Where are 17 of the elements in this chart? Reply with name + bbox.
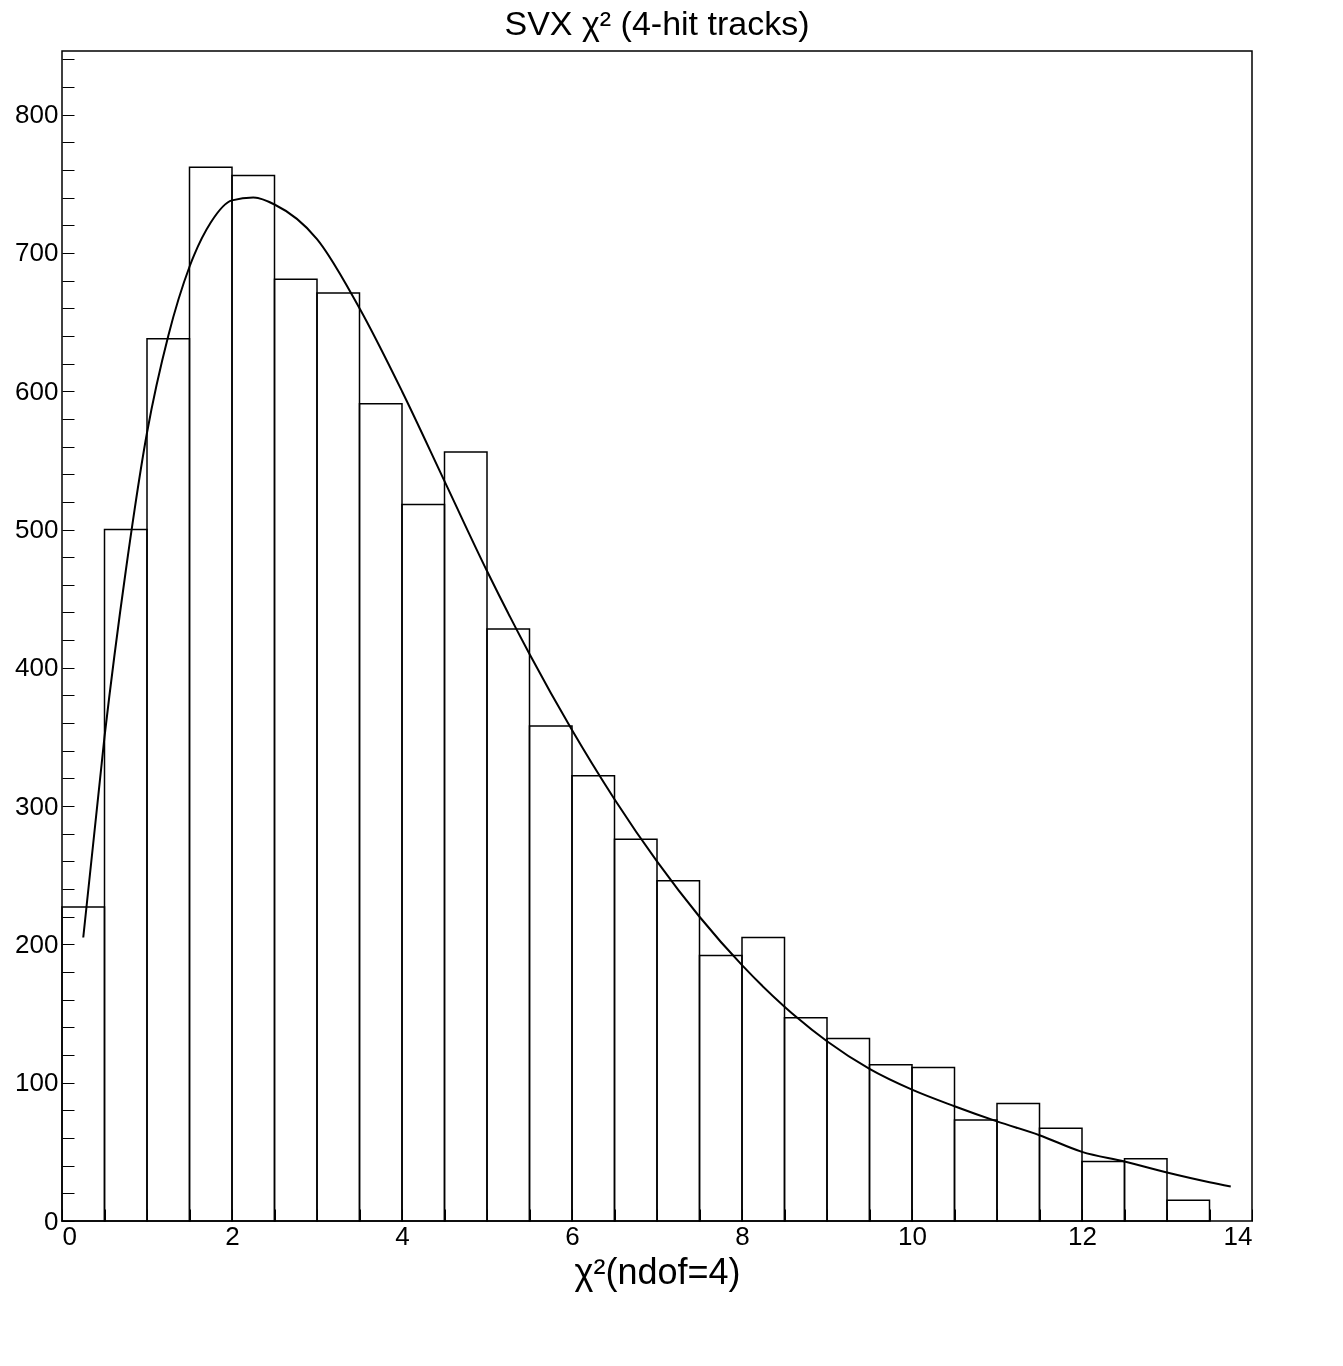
y-tick-label: 500 (15, 514, 59, 545)
y-tick-label: 200 (15, 928, 59, 959)
x-axis-title: χ²(ndof=4) (574, 1250, 741, 1292)
x-tick-label: 8 (735, 1220, 750, 1251)
x-tick-label: 4 (395, 1220, 410, 1251)
y-tick-label: 400 (15, 652, 59, 683)
y-tick-label: 300 (15, 790, 59, 821)
y-tick-label: 100 (15, 1067, 59, 1098)
x-tick-label: 12 (1068, 1220, 1097, 1251)
y-tick-label: 700 (15, 237, 59, 268)
y-tick-label: 800 (15, 99, 59, 130)
x-tick-label: 2 (225, 1220, 240, 1251)
x-tick-label: 6 (565, 1220, 580, 1251)
y-tick-label: 600 (15, 375, 59, 406)
chart-title: SVX χ² (4-hit tracks) (504, 4, 810, 43)
x-tick-label: 10 (898, 1220, 927, 1251)
x-tick-label: 14 (1223, 1220, 1253, 1251)
